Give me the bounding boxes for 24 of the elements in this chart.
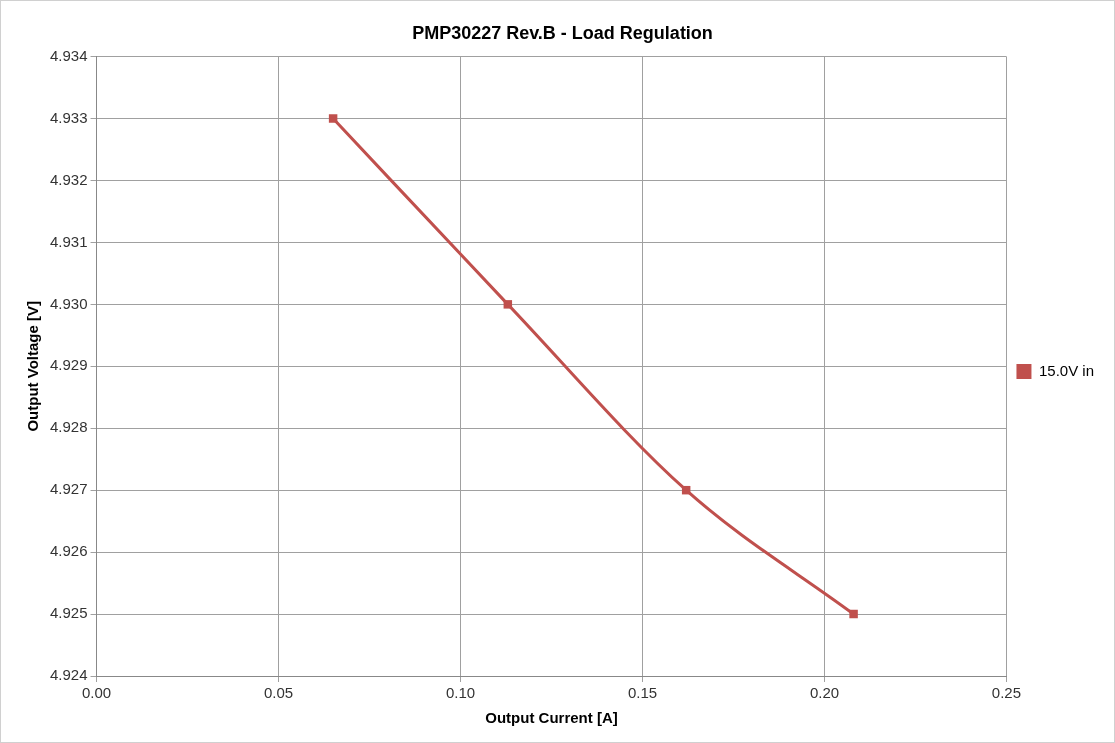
x-tick-label: 0.20 [809, 684, 840, 702]
y-tick-label: 4.928 [49, 418, 88, 436]
x-axis-title: Output Current [A] [485, 709, 618, 727]
point [503, 300, 513, 309]
x-tick-label: 0.25 [991, 684, 1022, 702]
y-tick-label: 4.933 [49, 108, 88, 126]
y-tick-label: 4.934 [49, 46, 88, 64]
y-tick-label: 4.930 [49, 294, 88, 312]
x-tick-label: 0.00 [81, 684, 112, 702]
y-tick-label: 4.932 [49, 170, 88, 188]
y-tick-label: 4.924 [49, 666, 88, 684]
y-tick-label: 4.931 [49, 232, 88, 250]
point [849, 609, 858, 619]
x-tick-label: 0.15 [627, 684, 658, 702]
y-tick-label: 4.925 [49, 604, 88, 622]
y-axis-title: Output Voltage [V] [24, 301, 42, 432]
y-tick-label: 4.926 [49, 542, 88, 560]
chart-title: PMP30227 Rev.B - Load Regulation [412, 22, 713, 43]
x-tick-label: 0.10 [445, 684, 476, 702]
y-tick-label: 4.929 [49, 356, 88, 374]
point [328, 114, 338, 123]
y-tick-label: 4.927 [49, 480, 88, 498]
x-tick-label: 0.05 [263, 684, 294, 702]
legend-label: 15.0V in [1038, 361, 1095, 379]
